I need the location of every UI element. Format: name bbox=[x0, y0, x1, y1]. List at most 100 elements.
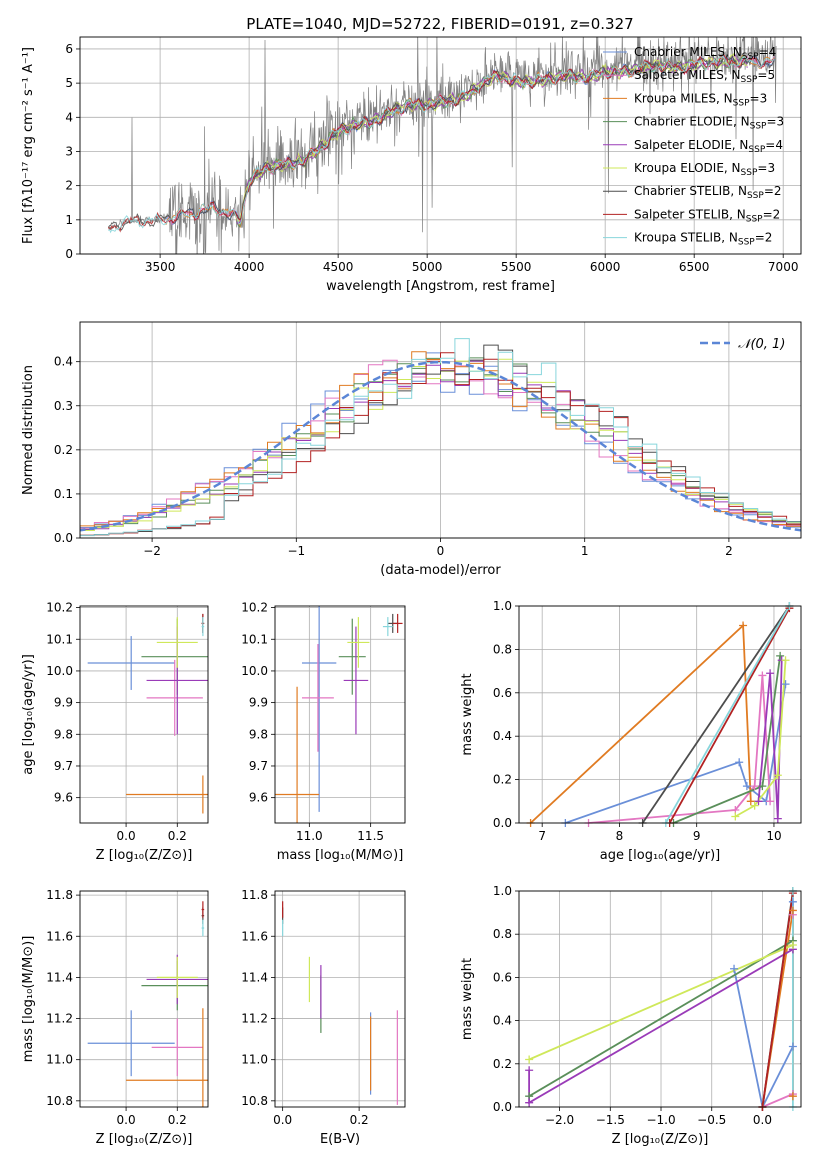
x-tick-label: 3500 bbox=[145, 260, 176, 274]
y-tick-label: 11.8 bbox=[46, 888, 73, 902]
y-tick-label: 9.8 bbox=[249, 727, 268, 741]
errorbar-kroupa-stelib bbox=[382, 617, 393, 637]
y-tick-label: 5 bbox=[65, 76, 73, 90]
marker-chabrier-miles bbox=[730, 964, 739, 973]
chart-massweight-vs-age: 7 8 9 10 0.0 0.2 0.4 0.6 0.8 1.0 age [log₁₀(age/yr… bbox=[460, 599, 802, 863]
marker-kroupa-elodie bbox=[773, 771, 782, 780]
y-tick-label: 0.4 bbox=[493, 1014, 512, 1028]
y-tick-label: 10.8 bbox=[241, 1094, 268, 1108]
errorbar-salpeter-miles bbox=[146, 659, 203, 736]
x-tick-label: −2 bbox=[143, 544, 161, 558]
errorbar-kroupa-stelib bbox=[201, 617, 205, 637]
spectrum-model-kroupa-stelib bbox=[108, 55, 775, 234]
axes-frame bbox=[79, 605, 209, 824]
y-tick-label: 11.2 bbox=[46, 1012, 73, 1026]
x-tick-label: 11.0 bbox=[296, 829, 323, 843]
legend-label-kroupa-stelib: Kroupa STELIB, NSSP=2 bbox=[634, 231, 772, 248]
x-axis-label: age [log₁₀(age/yr)] bbox=[600, 848, 721, 863]
chart-massweight-vs-z: −2.0 −1.5 −1.0 −0.5 0.0 0.0 0.2 0.4 0.6 0.8 1.0 Z [… bbox=[460, 884, 802, 1147]
errorbar-salpeter-stelib bbox=[392, 613, 403, 633]
x-tick-label: 0.2 bbox=[350, 1113, 369, 1127]
marker-kroupa-miles bbox=[739, 621, 748, 630]
axes-frame bbox=[79, 890, 209, 1108]
y-tick-label: 1 bbox=[65, 213, 73, 227]
x-tick-label: 0 bbox=[437, 544, 445, 558]
series-salpeter-stelib bbox=[668, 607, 791, 823]
marker-kroupa-miles bbox=[746, 797, 755, 806]
x-tick-label: −1 bbox=[287, 544, 305, 558]
x-tick-label: 7 bbox=[538, 829, 546, 843]
y-tick-label: 11.6 bbox=[46, 929, 73, 943]
y-tick-label: 0.6 bbox=[493, 686, 512, 700]
y-tick-label: 0.2 bbox=[493, 1057, 512, 1071]
errorbar-salpeter-miles bbox=[151, 1018, 203, 1077]
errorbar-kroupa-elodie bbox=[156, 617, 198, 668]
x-tick-label: 8 bbox=[616, 829, 624, 843]
marker-salpeter-elodie bbox=[766, 669, 775, 678]
legend-label-gaussian: 𝒩(0, 1) bbox=[738, 337, 785, 352]
y-tick-label: 9.8 bbox=[54, 727, 73, 741]
x-tick-label: 5000 bbox=[412, 260, 443, 274]
series-chabrier-miles bbox=[733, 901, 794, 1107]
grid-lines bbox=[519, 890, 801, 1108]
marker-salpeter-miles bbox=[750, 782, 759, 791]
y-tick-label: 9.9 bbox=[249, 696, 268, 710]
x-tick-label: 9 bbox=[693, 829, 701, 843]
x-tick-label: 5500 bbox=[501, 260, 532, 274]
y-tick-label: 0.6 bbox=[493, 970, 512, 984]
axes-frame bbox=[518, 890, 802, 1108]
spectrum-data-line bbox=[108, 37, 777, 254]
series-kroupa-elodie bbox=[528, 944, 794, 1061]
errorbar-chabrier-miles bbox=[87, 1010, 175, 1077]
series-kroupa-elodie bbox=[734, 660, 787, 818]
x-tick-label: −1.0 bbox=[646, 1113, 675, 1127]
y-tick-label: 6 bbox=[65, 42, 73, 56]
x-tick-label: 0.0 bbox=[117, 829, 136, 843]
marker-kroupa-elodie bbox=[750, 801, 759, 810]
chart-residual-hist: −2 −1 0 1 2 0.0 0.1 0.2 0.3 0.4 (data-model)/error… bbox=[21, 321, 802, 578]
y-tick-label: 0.0 bbox=[54, 531, 73, 545]
marker-chabrier-miles bbox=[781, 680, 790, 689]
marker-chabrier-miles bbox=[788, 1042, 797, 1051]
chart-spectrum: 3500 4000 4500 5000 5500 6000 6500 7000 0 1 2 3 4 5 6 w… bbox=[21, 36, 802, 294]
x-axis-label: Z [log₁₀(Z/Z⊙)] bbox=[96, 848, 193, 863]
series-salpeter-stelib bbox=[761, 893, 794, 1107]
errorbar-kroupa-miles bbox=[275, 686, 320, 823]
y-tick-label: 1.0 bbox=[493, 884, 512, 898]
y-tick-label: 10.0 bbox=[241, 664, 268, 678]
y-tick-label: 11.6 bbox=[241, 929, 268, 943]
axes-frame bbox=[79, 36, 802, 255]
hist-kroupa-elodie bbox=[80, 358, 801, 538]
y-tick-label: 0.0 bbox=[493, 1100, 512, 1114]
y-tick-label: 0 bbox=[65, 247, 73, 261]
plot-area bbox=[80, 338, 801, 538]
plot-area bbox=[529, 606, 791, 823]
y-tick-label: 9.7 bbox=[249, 759, 268, 773]
legend-label-salpeter-stelib: Salpeter STELIB, NSSP=2 bbox=[634, 207, 780, 224]
marker-salpeter-elodie bbox=[525, 1098, 534, 1107]
legend-label-chabrier-miles: Chabrier MILES, NSSP=4 bbox=[634, 45, 776, 62]
errorbar-chabrier-miles bbox=[87, 636, 175, 690]
y-tick-label: 0.4 bbox=[493, 729, 512, 743]
marker-salpeter-miles bbox=[766, 797, 775, 806]
y-axis-label: mass [log₁₀(M/M⊙)] bbox=[21, 936, 36, 1063]
marker-kroupa-elodie bbox=[781, 656, 790, 665]
y-tick-label: 10.2 bbox=[241, 601, 268, 615]
legend-label-chabrier-elodie: Chabrier ELODIE, NSSP=3 bbox=[634, 115, 784, 132]
x-tick-label: 0.0 bbox=[273, 1113, 292, 1127]
chart-age-vs-mass: 11.0 11.5 9.6 9.7 9.8 9.9 10.0 10.1 10.2 mass [lo… bbox=[241, 601, 406, 863]
marker-kroupa-miles bbox=[788, 906, 797, 915]
y-tick-label: 9.7 bbox=[54, 759, 73, 773]
y-tick-label: 10.1 bbox=[46, 632, 73, 646]
y-tick-label: 0.8 bbox=[493, 642, 512, 656]
errorbar-kroupa-elodie bbox=[347, 617, 370, 668]
series-chabrier-miles bbox=[565, 683, 787, 823]
plot-area bbox=[87, 901, 208, 1107]
x-tick-label: 7000 bbox=[768, 260, 799, 274]
errorbar-chabrier-elodie bbox=[338, 618, 366, 695]
marker-chabrier-miles bbox=[742, 782, 751, 791]
y-tick-label: 0.3 bbox=[54, 399, 73, 413]
x-tick-label: 4000 bbox=[234, 260, 265, 274]
x-axis-label: Z [log₁₀(Z/Z⊙)] bbox=[612, 1132, 709, 1147]
x-axis-label: (data-model)/error bbox=[380, 563, 501, 578]
